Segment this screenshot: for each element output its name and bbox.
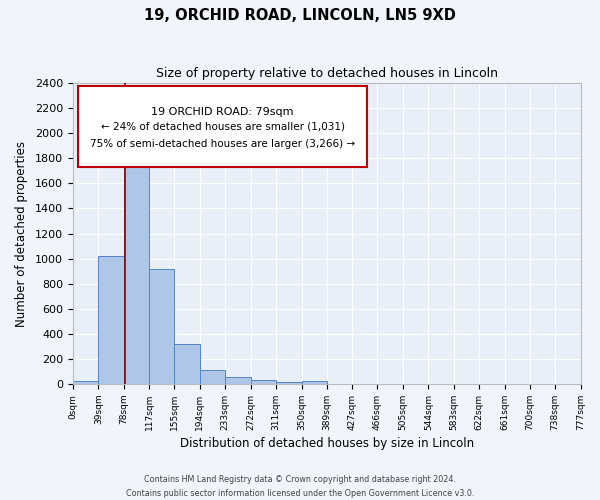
Text: 75% of semi-detached houses are larger (3,266) →: 75% of semi-detached houses are larger (…	[90, 140, 355, 149]
Y-axis label: Number of detached properties: Number of detached properties	[15, 140, 28, 326]
Text: 19 ORCHID ROAD: 79sqm: 19 ORCHID ROAD: 79sqm	[151, 107, 294, 117]
Bar	[251, 380, 276, 384]
Bar	[149, 268, 174, 384]
Text: Contains HM Land Registry data © Crown copyright and database right 2024.
Contai: Contains HM Land Registry data © Crown c…	[126, 476, 474, 498]
Bar	[200, 370, 225, 384]
Bar	[98, 256, 124, 384]
Text: ← 24% of detached houses are smaller (1,031): ← 24% of detached houses are smaller (1,…	[101, 122, 344, 132]
Bar	[174, 344, 200, 384]
Bar	[276, 382, 302, 384]
Bar	[302, 382, 327, 384]
Bar	[73, 382, 98, 384]
X-axis label: Distribution of detached houses by size in Lincoln: Distribution of detached houses by size …	[179, 437, 474, 450]
Title: Size of property relative to detached houses in Lincoln: Size of property relative to detached ho…	[156, 68, 498, 80]
Text: 19, ORCHID ROAD, LINCOLN, LN5 9XD: 19, ORCHID ROAD, LINCOLN, LN5 9XD	[144, 8, 456, 22]
FancyBboxPatch shape	[78, 86, 367, 168]
Bar	[225, 377, 251, 384]
Bar	[124, 144, 149, 384]
